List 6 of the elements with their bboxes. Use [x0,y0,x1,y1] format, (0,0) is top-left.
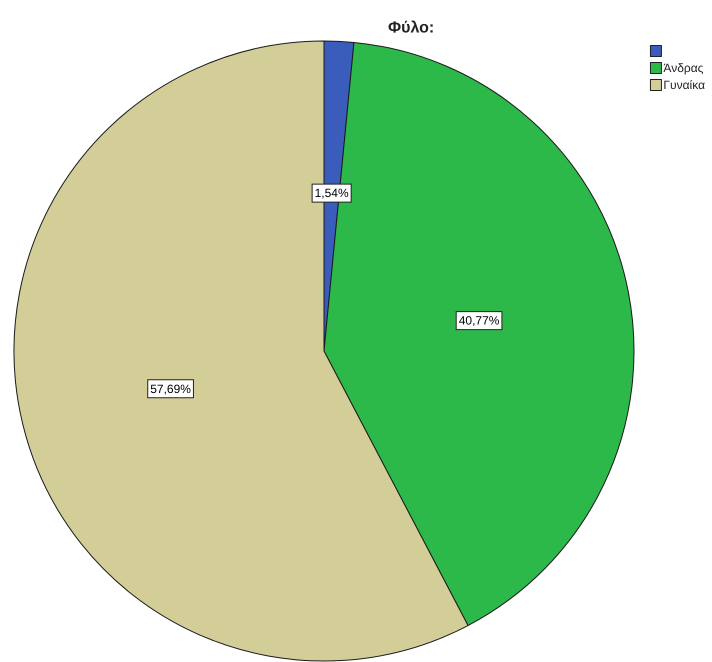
legend-label: Γυναίκα [663,78,706,92]
legend-label: Άνδρας [663,61,704,75]
data-label: 40,77% [458,314,500,328]
data-label: 1,54% [314,186,349,200]
chart-title: Φύλο: [388,20,434,36]
data-label: 57,69% [150,382,192,396]
